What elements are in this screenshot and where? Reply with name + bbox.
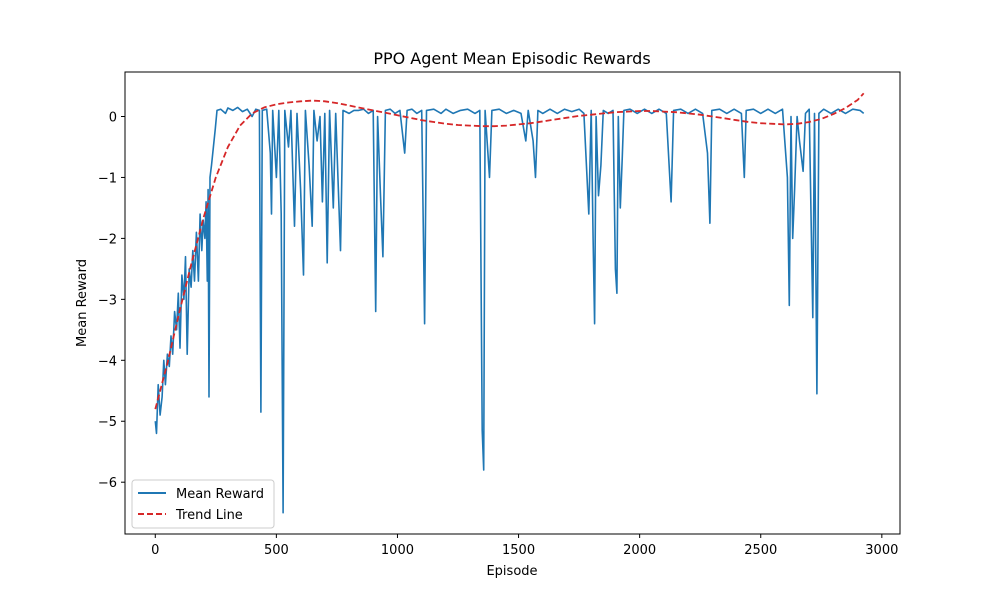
y-tick-label: −5 (98, 415, 117, 430)
legend-label-trend-line: Trend Line (175, 508, 243, 523)
y-axis-label: Mean Reward (75, 259, 90, 347)
x-tick-label: 3000 (865, 543, 898, 558)
x-tick-label: 2500 (744, 543, 777, 558)
y-tick-label: 0 (109, 110, 117, 125)
chart-title: PPO Agent Mean Episodic Rewards (373, 49, 650, 68)
x-axis-ticks: 0 500 1000 1500 2000 2500 3000 (151, 534, 898, 558)
legend-label-mean-reward: Mean Reward (176, 487, 264, 502)
plot-area (154, 92, 865, 514)
y-axis-ticks: 0 −1 −2 −3 −4 −5 −6 (98, 110, 125, 491)
series-line-mean-reward (154, 106, 865, 514)
x-tick-label: 2000 (623, 543, 656, 558)
series-line-trend-line (154, 92, 865, 410)
x-tick-label: 0 (151, 543, 159, 558)
y-tick-label: −3 (98, 293, 117, 308)
x-tick-label: 500 (264, 543, 289, 558)
x-tick-label: 1500 (502, 543, 535, 558)
legend: Mean Reward Trend Line (131, 479, 275, 529)
legend-box (131, 479, 275, 529)
x-tick-label: 1000 (381, 543, 414, 558)
y-tick-label: −4 (98, 354, 117, 369)
x-axis-label: Episode (486, 564, 537, 579)
y-tick-label: −2 (98, 232, 117, 247)
y-tick-label: −1 (98, 171, 117, 186)
y-tick-label: −6 (98, 476, 117, 491)
plot-frame (124, 71, 901, 535)
